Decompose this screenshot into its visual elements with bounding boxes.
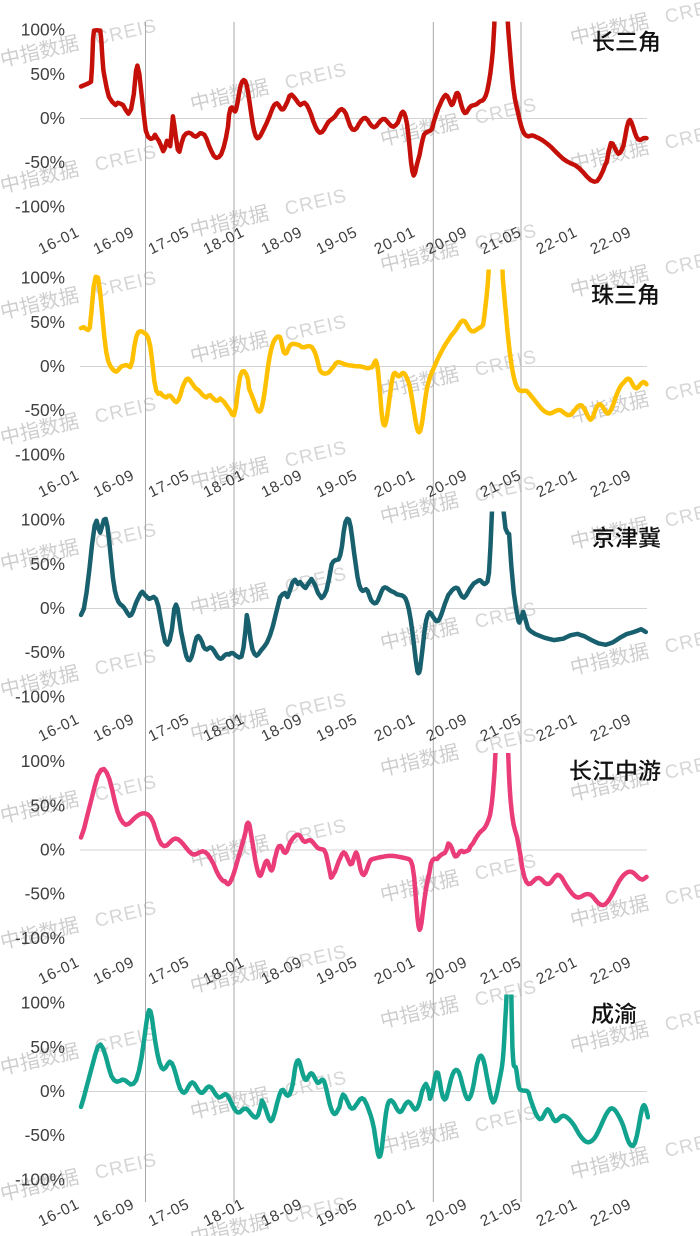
svg-text:16-09: 16-09 [91, 224, 138, 258]
svg-text:22-01: 22-01 [534, 1196, 581, 1230]
svg-text:100%: 100% [21, 20, 65, 40]
svg-text:50%: 50% [30, 1037, 65, 1057]
svg-text:100%: 100% [21, 993, 65, 1013]
svg-text:0%: 0% [40, 108, 65, 128]
svg-text:20-01: 20-01 [372, 224, 419, 258]
svg-text:0%: 0% [40, 598, 65, 618]
svg-text:16-09: 16-09 [91, 467, 138, 501]
svg-text:18-01: 18-01 [201, 954, 248, 988]
svg-text:16-01: 16-01 [36, 467, 83, 501]
svg-text:16-09: 16-09 [91, 711, 138, 745]
svg-text:100%: 100% [21, 510, 65, 530]
svg-text:16-01: 16-01 [36, 954, 83, 988]
svg-text:50%: 50% [30, 554, 65, 574]
svg-text:16-09: 16-09 [91, 1196, 138, 1230]
svg-text:50%: 50% [30, 64, 65, 84]
svg-text:-100%: -100% [15, 196, 65, 216]
svg-text:-100%: -100% [15, 444, 65, 464]
svg-text:17-05: 17-05 [146, 1196, 193, 1230]
svg-text:17-05: 17-05 [146, 467, 193, 501]
svg-text:0%: 0% [40, 356, 65, 376]
svg-text:20-01: 20-01 [372, 711, 419, 745]
svg-text:20-01: 20-01 [372, 467, 419, 501]
svg-text:-50%: -50% [25, 152, 65, 172]
svg-text:50%: 50% [30, 795, 65, 815]
svg-text:22-01: 22-01 [534, 954, 581, 988]
svg-text:0%: 0% [40, 840, 65, 860]
svg-text:19-05: 19-05 [314, 467, 361, 501]
svg-text:0%: 0% [40, 1081, 65, 1101]
svg-text:16-01: 16-01 [36, 224, 83, 258]
svg-text:20-09: 20-09 [424, 954, 471, 988]
svg-text:-50%: -50% [25, 884, 65, 904]
svg-text:18-09: 18-09 [259, 224, 306, 258]
svg-text:20-09: 20-09 [424, 711, 471, 745]
svg-text:17-05: 17-05 [146, 224, 193, 258]
svg-text:-100%: -100% [15, 1169, 65, 1189]
svg-text:22-09: 22-09 [588, 224, 635, 258]
svg-text:17-05: 17-05 [146, 954, 193, 988]
svg-text:22-01: 22-01 [534, 224, 581, 258]
svg-text:22-01: 22-01 [534, 467, 581, 501]
svg-text:17-05: 17-05 [146, 711, 193, 745]
svg-text:22-09: 22-09 [588, 711, 635, 745]
svg-text:-50%: -50% [25, 400, 65, 420]
svg-text:20-01: 20-01 [372, 1196, 419, 1230]
svg-text:-50%: -50% [25, 1125, 65, 1145]
svg-text:22-09: 22-09 [588, 1196, 635, 1230]
svg-text:18-09: 18-09 [259, 954, 306, 988]
svg-text:-100%: -100% [15, 686, 65, 706]
svg-text:20-01: 20-01 [372, 954, 419, 988]
svg-text:-50%: -50% [25, 642, 65, 662]
svg-text:22-01: 22-01 [534, 711, 581, 745]
svg-text:-100%: -100% [15, 928, 65, 948]
svg-text:16-09: 16-09 [91, 954, 138, 988]
svg-text:22-09: 22-09 [588, 467, 635, 501]
svg-text:19-05: 19-05 [314, 224, 361, 258]
svg-text:20-09: 20-09 [424, 1196, 471, 1230]
svg-text:100%: 100% [21, 751, 65, 771]
svg-text:21-05: 21-05 [478, 1196, 525, 1230]
svg-text:18-01: 18-01 [201, 711, 248, 745]
svg-text:100%: 100% [21, 268, 65, 288]
svg-text:50%: 50% [30, 312, 65, 332]
svg-text:22-09: 22-09 [588, 954, 635, 988]
svg-text:16-01: 16-01 [36, 1196, 83, 1230]
svg-text:16-01: 16-01 [36, 711, 83, 745]
svg-text:20-09: 20-09 [424, 467, 471, 501]
